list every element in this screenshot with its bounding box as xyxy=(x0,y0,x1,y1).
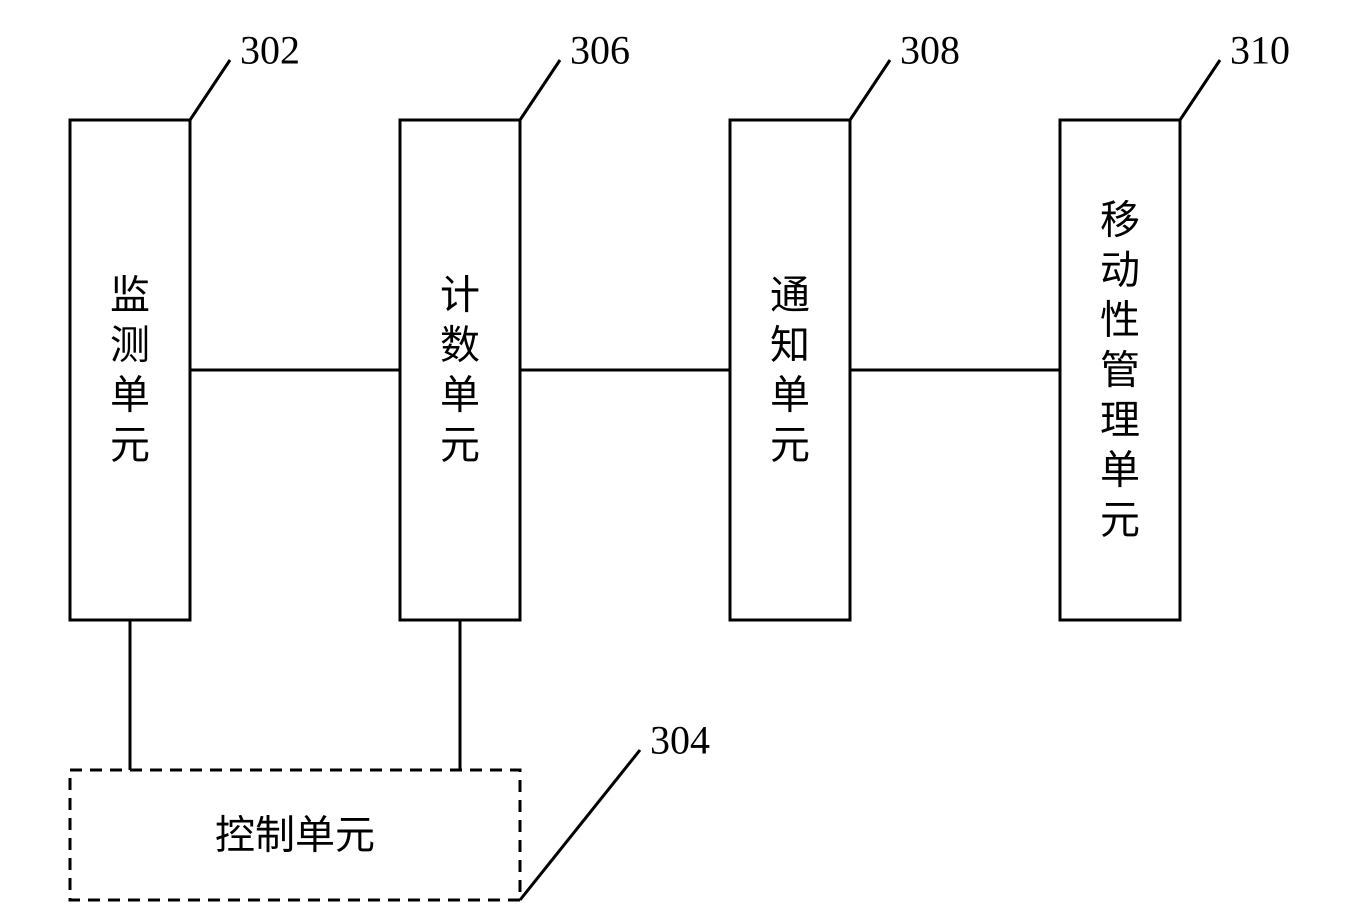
callout-number: 304 xyxy=(650,718,710,763)
block-label: 通知单元 xyxy=(770,273,810,468)
block-b302: 监测单元 xyxy=(70,120,190,620)
block-label: 控制单元 xyxy=(215,813,375,858)
callout-number: 302 xyxy=(240,28,300,73)
callout-leader xyxy=(520,60,560,120)
callout-number: 306 xyxy=(570,28,630,73)
callout-leader xyxy=(850,60,890,120)
block-b310: 移动性管理单元 xyxy=(1060,120,1180,620)
callout-number: 308 xyxy=(900,28,960,73)
callout-number: 310 xyxy=(1230,28,1290,73)
callout-leader xyxy=(190,60,230,120)
block-b304: 控制单元 xyxy=(70,770,520,900)
block-b306: 计数单元 xyxy=(400,120,520,620)
block-label: 计数单元 xyxy=(440,273,480,468)
callout-leader xyxy=(1180,60,1220,120)
block-label: 监测单元 xyxy=(110,273,150,468)
callout-leader xyxy=(520,750,640,900)
block-b308: 通知单元 xyxy=(730,120,850,620)
block-label: 移动性管理单元 xyxy=(1100,198,1140,543)
